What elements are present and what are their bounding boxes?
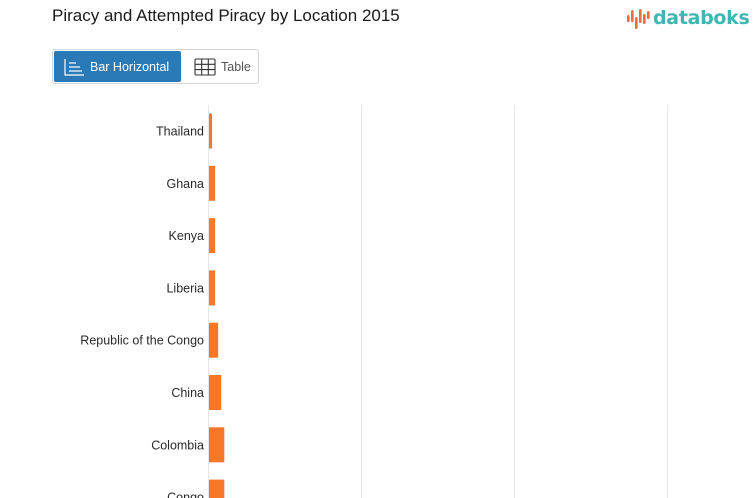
table-button[interactable]: Table	[182, 50, 251, 83]
databoks-logo-icon	[627, 9, 650, 29]
bar-republic-of-the-congo[interactable]	[209, 322, 219, 358]
bar-horizontal-label: Bar Horizontal	[90, 59, 170, 74]
category-label: Congo	[167, 491, 204, 498]
category-label-layer: Thailand Ghana Kenya Liberia Republic of the…	[80, 125, 204, 498]
category-label: Liberia	[166, 281, 204, 295]
databoks-logo: databoks	[626, 4, 750, 32]
category-label: Ghana	[166, 177, 204, 191]
category-label: Republic of the Congo	[80, 334, 204, 348]
bar-thailand[interactable]	[209, 113, 213, 149]
bar-horizontal-button[interactable]: Bar Horizontal	[54, 51, 181, 82]
bar-layer	[209, 113, 225, 498]
chart-title: Piracy and Attempted Piracy by Location …	[52, 6, 400, 25]
category-label: Kenya	[169, 229, 204, 243]
bar-congo[interactable]	[209, 479, 225, 498]
category-label: China	[171, 386, 204, 400]
bar-china[interactable]	[209, 375, 222, 410]
table-label: Table	[221, 59, 251, 74]
bar-liberia[interactable]	[209, 270, 216, 306]
bar-colombia[interactable]	[209, 427, 225, 463]
bar-ghana[interactable]	[209, 165, 216, 201]
bar-chart: Thailand Ghana Kenya Liberia Republic of the…	[80, 105, 668, 498]
bar-horizontal-icon	[64, 58, 84, 76]
category-label: Thailand	[156, 125, 204, 139]
view-switch: Bar Horizontal Table	[52, 49, 259, 84]
grid-layer	[208, 105, 668, 498]
bar-kenya[interactable]	[209, 218, 216, 254]
databoks-logo-text: databoks	[653, 7, 750, 29]
category-label: Colombia	[151, 438, 204, 452]
table-icon	[194, 57, 216, 76]
